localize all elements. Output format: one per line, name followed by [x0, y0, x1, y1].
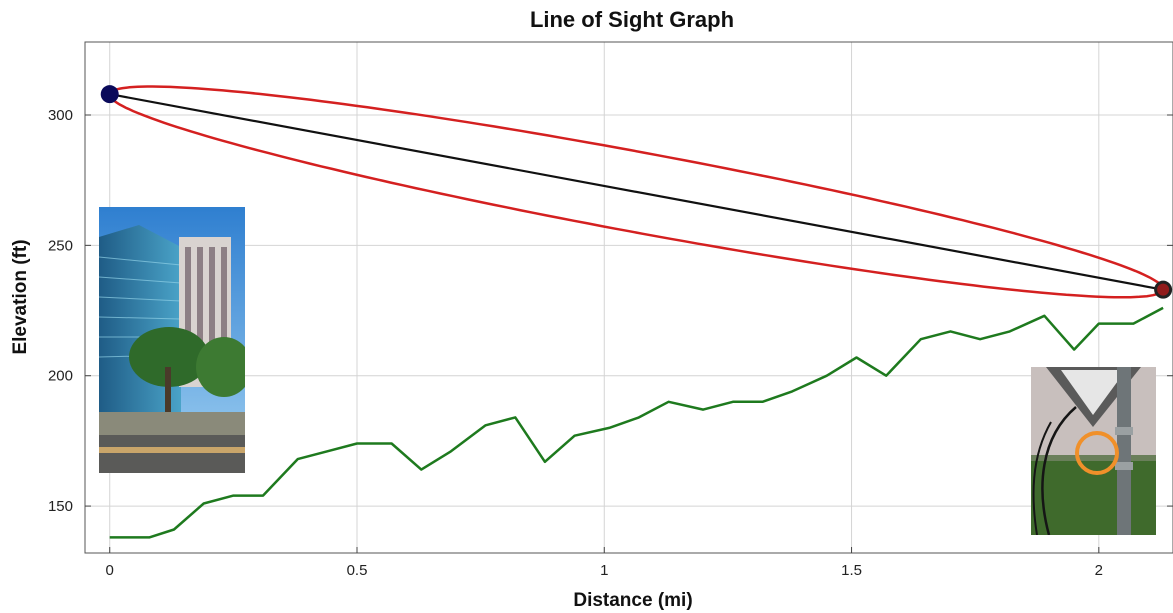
building-photo [99, 207, 245, 473]
x-tick-label: 1 [600, 562, 608, 579]
x-axis-label: Distance (mi) [573, 590, 692, 611]
end-point-highlight [1157, 283, 1170, 296]
y-tick-label: 150 [48, 498, 73, 515]
y-tick-label: 200 [48, 368, 73, 385]
chart-title: Line of Sight Graph [530, 7, 734, 32]
y-axis-label: Elevation (ft) [10, 239, 31, 354]
start-point [100, 85, 119, 104]
target-marker [1075, 431, 1119, 475]
y-tick-label: 250 [48, 237, 73, 254]
plot-frame [84, 41, 1173, 554]
x-tick-label: 0.5 [347, 562, 368, 579]
x-tick-label: 1.5 [841, 562, 862, 579]
endpoints [100, 85, 1173, 299]
terrain-line [109, 306, 1164, 539]
y-tick-label: 300 [48, 107, 73, 124]
x-tick-label: 2 [1095, 562, 1103, 579]
x-tick-label: 0 [106, 562, 114, 579]
line-of-sight-line [109, 93, 1164, 291]
series [109, 93, 1164, 539]
field-pole-photo [1031, 367, 1156, 535]
ticks: 0 0.5 1 1.5 2 150 200 250 300 [48, 107, 1173, 579]
grid [85, 42, 1173, 553]
